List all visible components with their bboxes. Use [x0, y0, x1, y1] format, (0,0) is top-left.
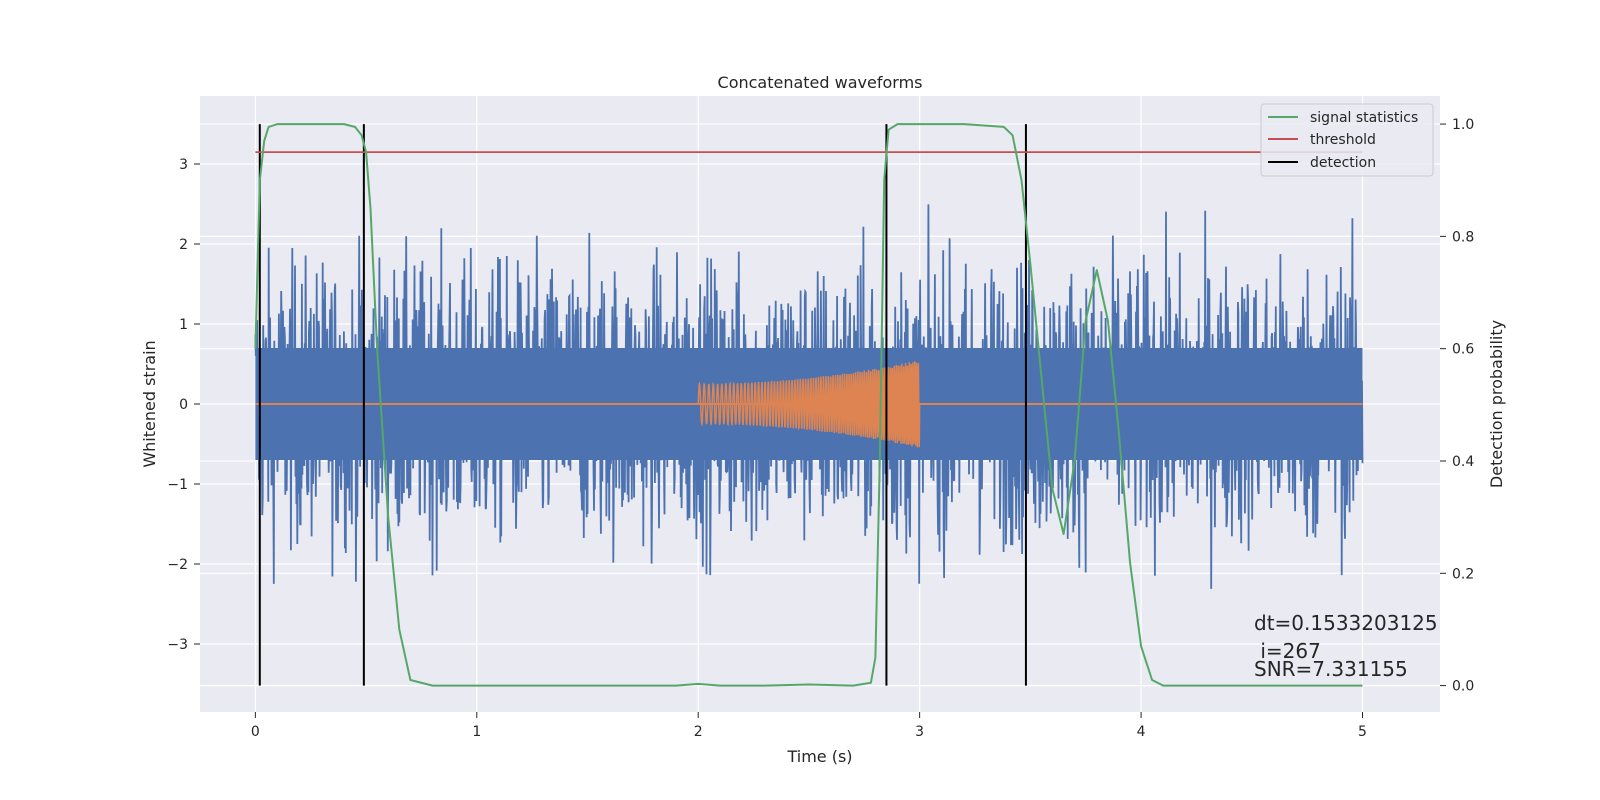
overlay-series [254, 123, 1363, 687]
legend-label-signal-statistics: signal statistics [1310, 110, 1418, 126]
annotation-index: i=267 [1254, 639, 1321, 663]
annotation-dt: dt=0.1533203125 [1254, 611, 1438, 635]
x-axis-label: Time (s) [786, 747, 852, 766]
y-right-tick-label: 0.4 [1452, 454, 1474, 470]
legend: signal statistics threshold detection [1260, 103, 1434, 177]
x-tick-label: 1 [472, 724, 481, 740]
x-tick-label: 2 [694, 724, 703, 740]
ticks: 0 1 2 3 4 5 −3 −2 −1 0 1 2 3 0.0 0.2 0.4 0.6 0.8 1.0 [167, 117, 1474, 740]
legend-label-threshold: threshold [1310, 132, 1376, 148]
y-right-tick-label: 0.6 [1452, 342, 1474, 358]
y-axis-label: Whitened strain [140, 340, 159, 467]
y-right-tick-label: 0.2 [1452, 566, 1474, 582]
x-tick-label: 4 [1137, 724, 1146, 740]
legend-label-detection: detection [1310, 155, 1376, 171]
x-tick-label: 0 [251, 724, 260, 740]
y-tick-label: −1 [167, 477, 188, 493]
x-tick-label: 5 [1358, 724, 1367, 740]
chart-title: Concatenated waveforms [718, 73, 923, 92]
y-right-tick-label: 1.0 [1452, 117, 1474, 133]
y-tick-label: −3 [167, 637, 188, 653]
y-tick-label: 0 [179, 397, 188, 413]
y-tick-label: −2 [167, 557, 188, 573]
y-right-tick-label: 0.0 [1452, 679, 1474, 695]
chirp-line [697, 361, 921, 448]
y-tick-label: 1 [179, 317, 188, 333]
legend-box [1260, 103, 1434, 177]
y-tick-label: 2 [179, 237, 188, 253]
signal-statistics-line [254, 123, 1363, 687]
y-tick-label: 3 [179, 157, 188, 173]
annotation-snr: SNR=7.331155 [1254, 657, 1408, 681]
x-tick-label: 3 [915, 724, 924, 740]
chirp-series [255, 361, 1363, 448]
y-axis-right-label: Detection probability [1487, 320, 1506, 488]
y-right-tick-label: 0.8 [1452, 229, 1474, 245]
